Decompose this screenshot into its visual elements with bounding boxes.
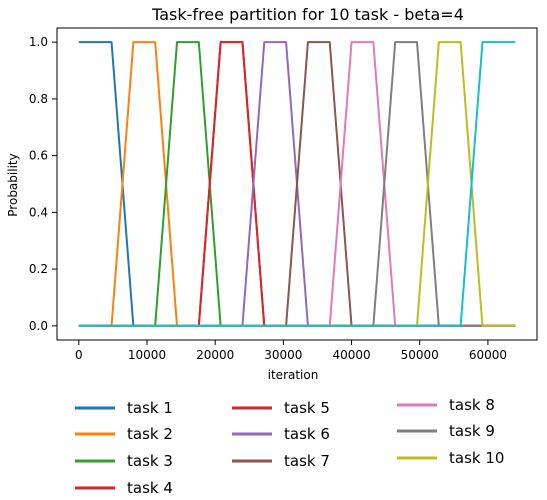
legend-item: task 9 bbox=[397, 422, 495, 440]
x-tick-label: 30000 bbox=[264, 348, 302, 362]
legend-item: task 7 bbox=[232, 452, 330, 470]
y-axis-ticks: 0.0 0.2 0.4 0.6 0.8 1.0 bbox=[29, 35, 57, 333]
legend-label: task 6 bbox=[284, 425, 330, 443]
legend-label: task 3 bbox=[127, 452, 173, 470]
legend-label: task 8 bbox=[449, 396, 495, 414]
plot-frame bbox=[56, 27, 538, 341]
y-tick-label: 0.8 bbox=[29, 92, 48, 106]
legend-label: task 2 bbox=[127, 425, 173, 443]
y-tick-label: 0.4 bbox=[29, 205, 48, 219]
legend-item: task 8 bbox=[397, 396, 495, 414]
x-tick-label: 60000 bbox=[469, 348, 507, 362]
legend-item: task 4 bbox=[75, 479, 173, 497]
legend-label: task 9 bbox=[449, 422, 495, 440]
x-tick-label: 0 bbox=[75, 348, 83, 362]
y-tick-label: 1.0 bbox=[29, 35, 48, 49]
legend-item: task 6 bbox=[232, 425, 330, 443]
legend-label: task 10 bbox=[449, 449, 504, 467]
legend-item: task 3 bbox=[75, 452, 173, 470]
x-axis-title: iteration bbox=[268, 368, 319, 382]
x-tick-label: 20000 bbox=[196, 348, 234, 362]
axes bbox=[56, 27, 538, 341]
x-tick-label: 50000 bbox=[401, 348, 439, 362]
y-tick-label: 0.0 bbox=[29, 319, 48, 333]
x-axis-ticks: 0 10000 20000 30000 40000 50000 60000 bbox=[75, 340, 507, 362]
legend-item: task 5 bbox=[232, 399, 330, 417]
chart-title: Task-free partition for 10 task - beta=4 bbox=[151, 5, 464, 24]
y-tick-label: 0.6 bbox=[29, 149, 48, 163]
series-line-7 bbox=[78, 41, 516, 327]
y-axis-title: Probability bbox=[6, 153, 20, 216]
x-tick-label: 10000 bbox=[128, 348, 166, 362]
legend: task 1 task 2 task 3 task 4 task 5 task 6 task… bbox=[75, 396, 504, 497]
legend-label: task 5 bbox=[284, 399, 330, 417]
series-lines bbox=[78, 41, 516, 327]
legend-label: task 4 bbox=[127, 479, 173, 497]
y-tick-label: 0.2 bbox=[29, 262, 48, 276]
legend-item: task 2 bbox=[75, 425, 173, 443]
x-tick-label: 40000 bbox=[332, 348, 370, 362]
series-line-11 bbox=[78, 41, 516, 327]
legend-item: task 1 bbox=[75, 399, 173, 417]
legend-label: task 1 bbox=[127, 399, 173, 417]
legend-label: task 7 bbox=[284, 452, 330, 470]
legend-item: task 10 bbox=[397, 449, 504, 467]
